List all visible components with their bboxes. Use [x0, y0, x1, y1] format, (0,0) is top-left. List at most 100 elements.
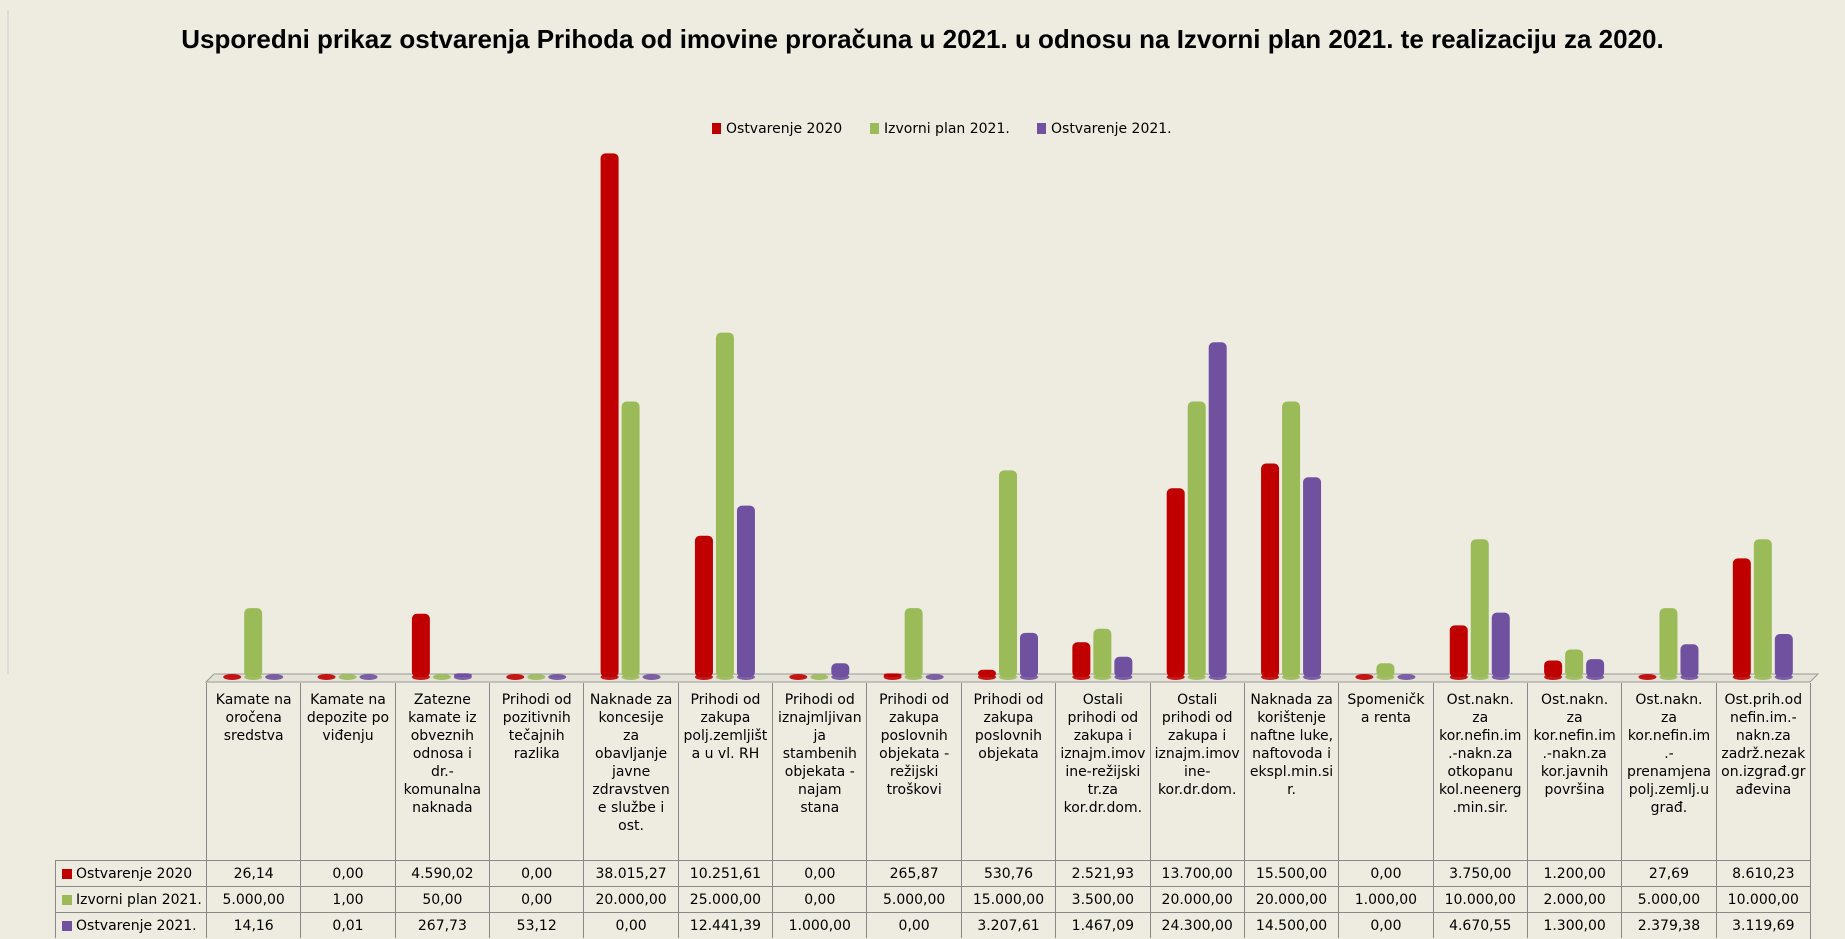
- table-value: 12.441,39: [677, 912, 773, 938]
- table-key: Ostvarenje 2020: [55, 860, 206, 886]
- legend-label: Izvorni plan 2021.: [884, 121, 1010, 137]
- category-label: Naknada za korištenje naftne luke, nafto…: [1243, 683, 1338, 860]
- category-label: Ostali prihodi od zakupa i iznajm.imovin…: [1149, 683, 1244, 860]
- legend-label: Ostvarenje 2020: [726, 121, 842, 137]
- table-value: 3.750,00: [1432, 860, 1527, 886]
- category-label: Prihodi od pozitivnih tečajnih razlika: [489, 683, 583, 860]
- bar: [1303, 477, 1322, 677]
- table-value: 10.000,00: [1432, 886, 1527, 912]
- table-value: 0,00: [772, 886, 867, 912]
- table-value: 15.500,00: [1243, 860, 1339, 886]
- table-value: 267,73: [394, 912, 490, 938]
- table-key: Ostvarenje 2021.: [55, 912, 206, 938]
- table-value: 20.000,00: [1243, 886, 1339, 912]
- table-swatch: [62, 921, 72, 931]
- bar: [883, 673, 902, 677]
- legend-swatch: [1037, 123, 1046, 134]
- bar: [1166, 488, 1185, 677]
- bar: [1774, 634, 1793, 677]
- table-value: 20.000,00: [583, 886, 678, 912]
- bar: [1114, 656, 1133, 677]
- table-value: 50,00: [394, 886, 490, 912]
- table-value: 3.207,61: [960, 912, 1056, 938]
- category-label: Ostali prihodi od zakupa i iznajm.imovin…: [1055, 683, 1149, 860]
- table-value: 5.000,00: [206, 886, 301, 912]
- legend-swatch: [712, 123, 721, 134]
- bar: [1020, 632, 1038, 677]
- table-value: 530,76: [960, 860, 1056, 886]
- table-value: 26,14: [206, 860, 301, 886]
- table-value: 0,00: [300, 860, 395, 886]
- bar: [1449, 625, 1468, 677]
- table-value: 3.500,00: [1055, 886, 1150, 912]
- bar: [904, 608, 923, 677]
- bar-base: [642, 674, 661, 680]
- category-label: Kamate na oročena sredstva: [206, 683, 300, 860]
- table-value: 8.610,23: [1715, 860, 1810, 886]
- chart-title: Usporedni prikaz ostvarenja Prihoda od i…: [181, 24, 1664, 54]
- table-key: Izvorni plan 2021.: [55, 886, 206, 912]
- table-value: 1.467,09: [1055, 912, 1150, 938]
- table-value: 53,12: [489, 912, 584, 938]
- table-value: 2.000,00: [1526, 886, 1622, 912]
- table-value: 24.300,00: [1149, 912, 1244, 938]
- category-label: Zatezne kamate iz obveznih odnosa i dr.-…: [394, 683, 489, 860]
- table-value: 1.000,00: [1338, 886, 1433, 912]
- bar: [1208, 342, 1227, 677]
- bar: [600, 153, 619, 677]
- table-value: 13.700,00: [1149, 860, 1244, 886]
- legend-label: Ostvarenje 2021.: [1051, 121, 1172, 137]
- table-value: 5.000,00: [866, 886, 961, 912]
- table-swatch: [62, 895, 72, 905]
- table-swatch: [62, 869, 72, 879]
- category-label: Prihodi od zakupa poslovnih objekata: [960, 683, 1055, 860]
- bar-base: [1355, 674, 1374, 680]
- table-value: 1,00: [300, 886, 395, 912]
- bar-base: [789, 674, 808, 680]
- table-value: 0,01: [300, 912, 395, 938]
- table-value: 0,00: [1338, 860, 1433, 886]
- table-value: 4.590,02: [394, 860, 490, 886]
- table-value: 1.300,00: [1526, 912, 1622, 938]
- bar-base: [1397, 674, 1416, 680]
- table-value: 38.015,27: [583, 860, 678, 886]
- bar: [978, 669, 996, 677]
- table-value: 2.521,93: [1055, 860, 1150, 886]
- table-value: 5.000,00: [1621, 886, 1716, 912]
- table-value: 3.119,69: [1715, 912, 1810, 938]
- bar-base: [527, 674, 546, 680]
- table-value: 265,87: [866, 860, 961, 886]
- category-label: Ost.nakn. za kor.nefin.im.-prenamjena po…: [1621, 683, 1715, 860]
- table-value: 0,00: [772, 860, 867, 886]
- bar: [1680, 644, 1699, 677]
- bar: [411, 613, 430, 677]
- bar: [999, 470, 1017, 677]
- bar: [1732, 558, 1751, 677]
- table-value: 4.670,55: [1432, 912, 1527, 938]
- table-value: 1.200,00: [1526, 860, 1622, 886]
- category-label: Naknade za koncesije za obavljanje javne…: [583, 683, 677, 860]
- bar: [694, 535, 713, 677]
- bar-base: [506, 674, 525, 680]
- category-label: Prihodi od zakupa poslovnih objekata - r…: [866, 683, 960, 860]
- table-value: 2.379,38: [1621, 912, 1716, 938]
- table-series-name: Ostvarenje 2021.: [76, 918, 197, 934]
- category-label: Kamate na depozite po viđenju: [300, 683, 394, 860]
- legend-swatch: [870, 123, 879, 134]
- bar: [1565, 649, 1584, 677]
- bar: [1282, 401, 1301, 677]
- bar: [1544, 660, 1563, 677]
- category-label: Spomenička renta: [1338, 683, 1432, 860]
- bar: [1586, 659, 1605, 677]
- bar: [736, 505, 755, 677]
- bar-base: [317, 674, 336, 680]
- table-series-name: Ostvarenje 2020: [76, 866, 193, 882]
- bar: [1376, 663, 1395, 677]
- table-value: 14,16: [206, 912, 301, 938]
- table-value: 0,00: [489, 860, 584, 886]
- bar-base: [925, 674, 944, 680]
- bar-base: [810, 674, 829, 680]
- table-value: 14.500,00: [1243, 912, 1339, 938]
